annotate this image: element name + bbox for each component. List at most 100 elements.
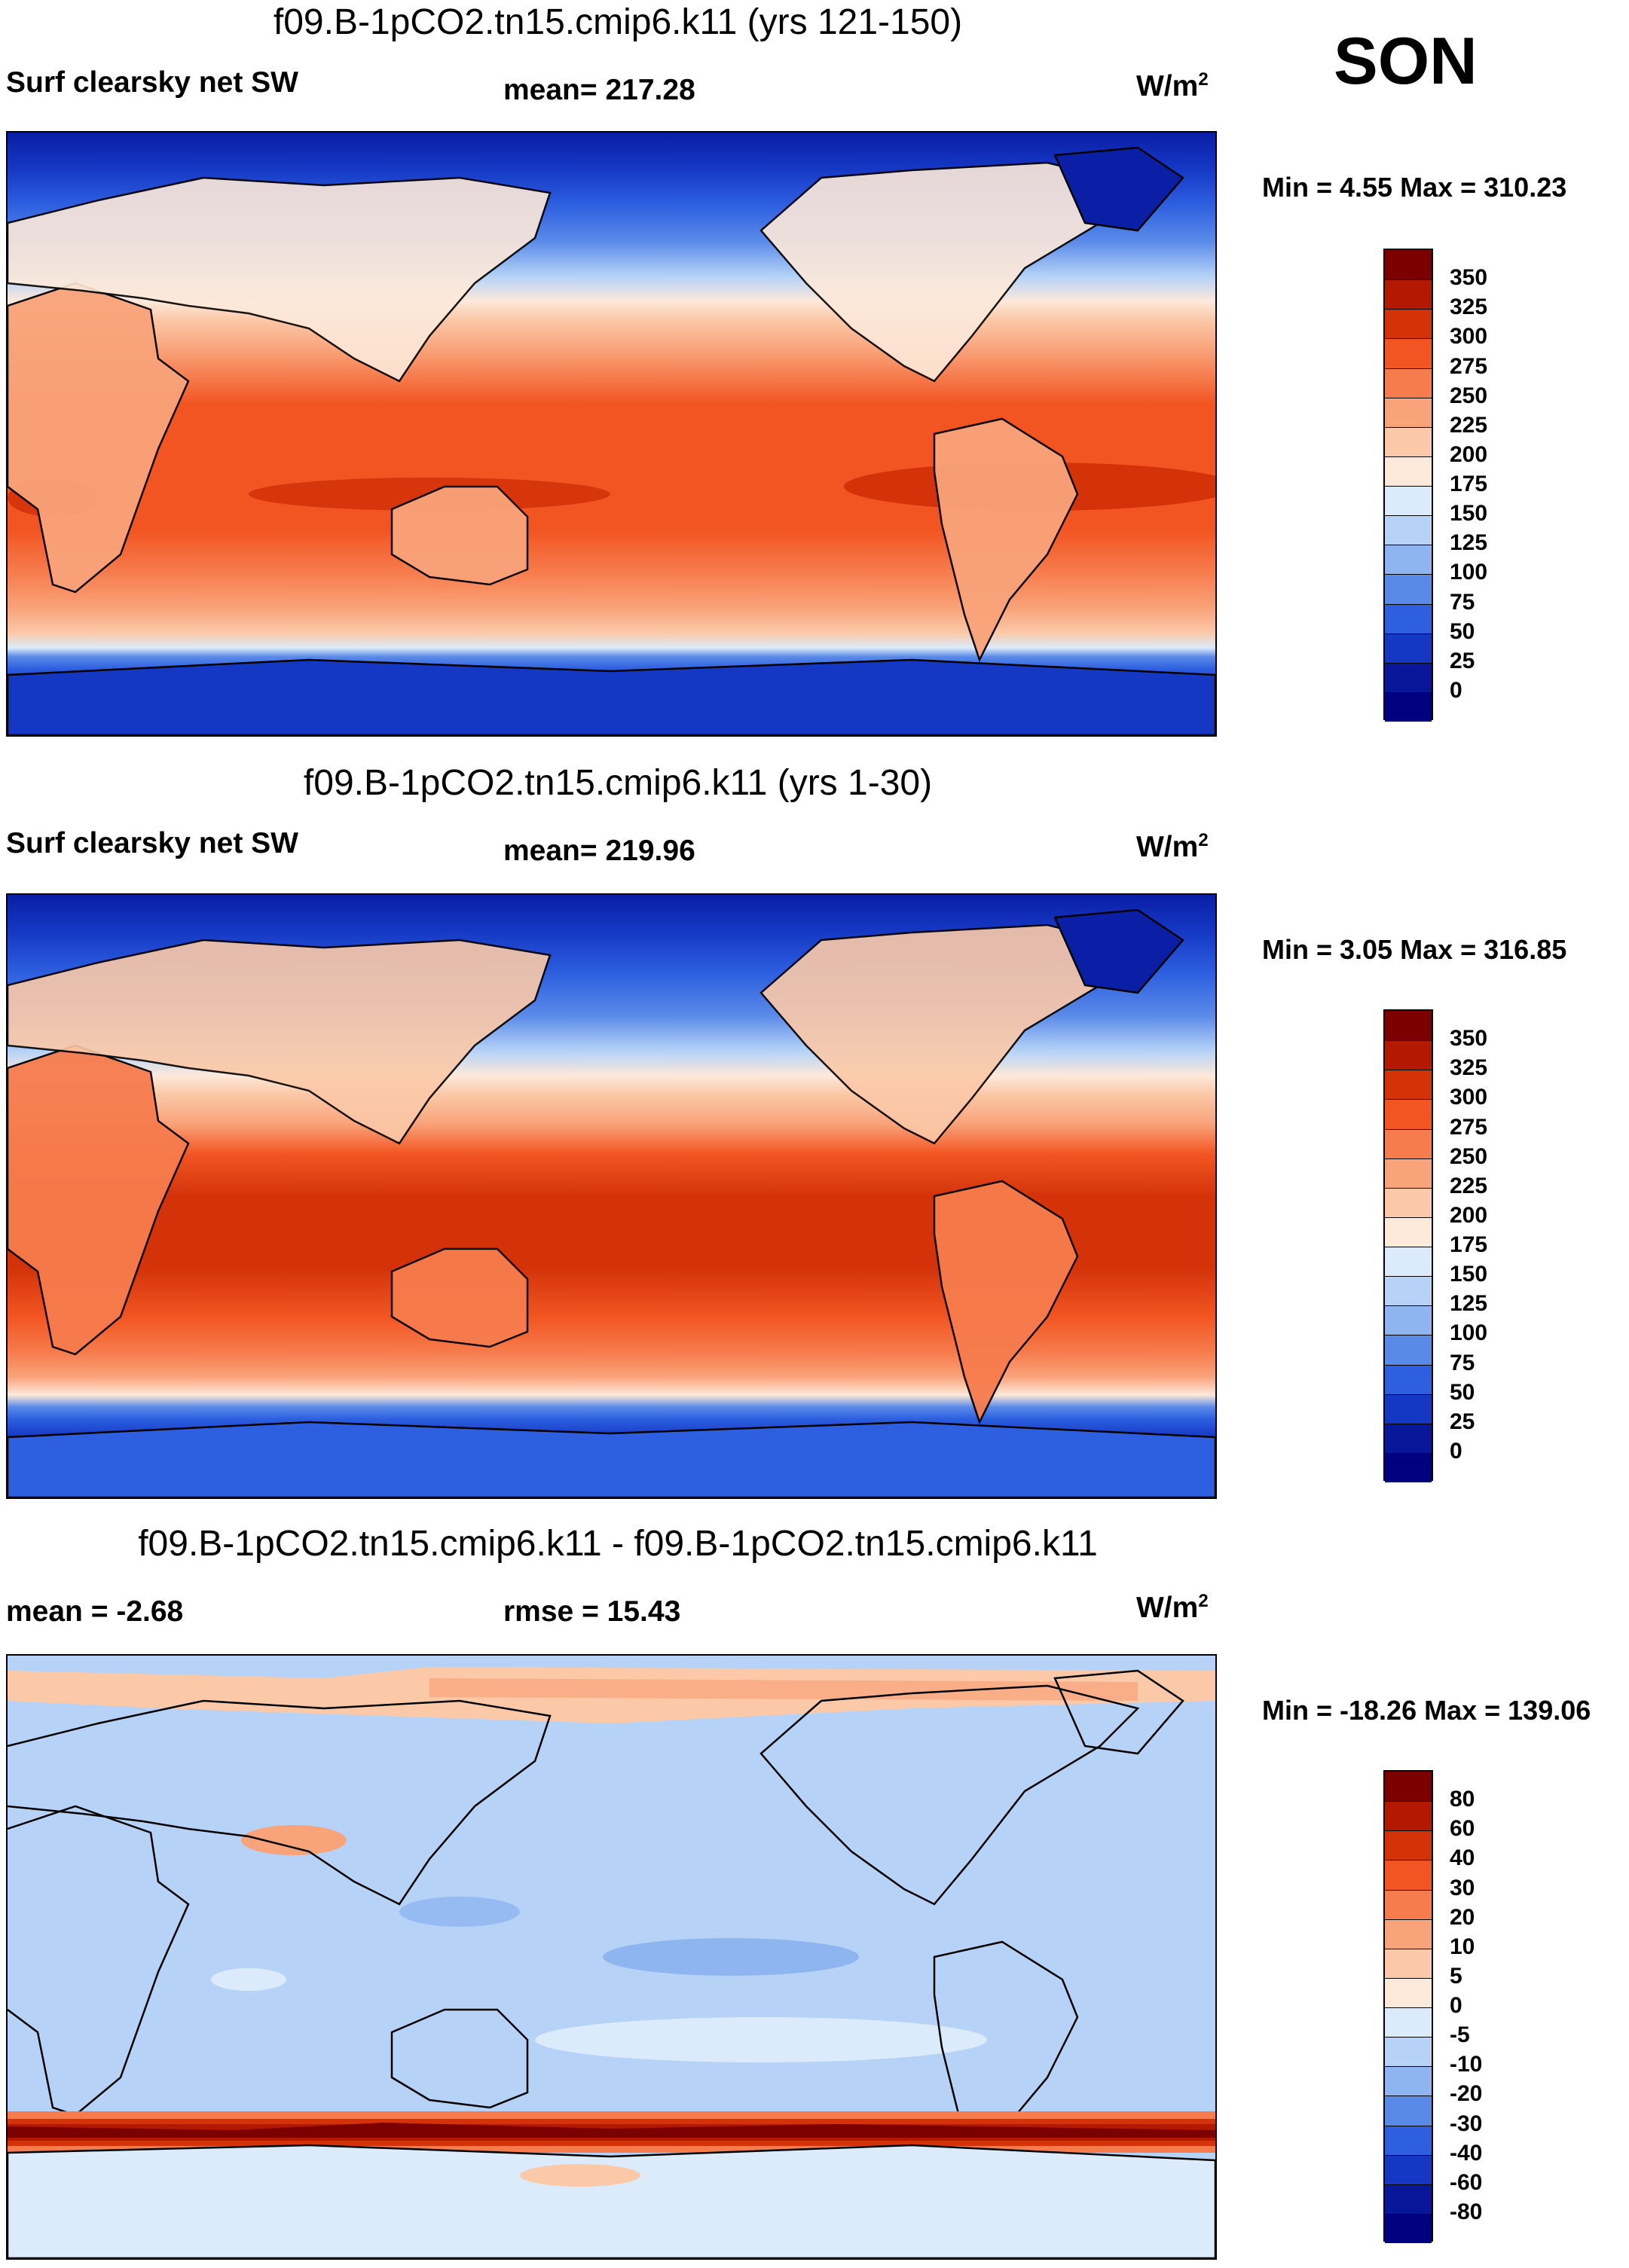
colorbar-box [1385, 515, 1432, 545]
colorbar-tick-label: 250 [1450, 383, 1488, 408]
colorbar-tick-label: 175 [1450, 472, 1488, 496]
colorbar-box [1385, 1977, 1432, 2007]
colorbar-tick-label: 25 [1450, 648, 1475, 673]
panel-1-unit: W/m2 [1136, 69, 1209, 102]
panel-3-mean: mean = -2.68 [6, 1595, 184, 1628]
colorbar-tick-label: 0 [1450, 677, 1462, 703]
colorbar-box [1385, 662, 1432, 692]
panel-2-mean: mean= 219.96 [503, 835, 695, 867]
colorbar-box [1385, 456, 1432, 486]
colorbar-tick-label: 350 [1450, 265, 1488, 291]
colorbar-box [1385, 368, 1432, 398]
colorbar-box [1385, 486, 1432, 516]
colorbar-tick-label: 50 [1450, 618, 1475, 644]
colorbar-tick-label: 300 [1450, 324, 1488, 350]
colorbar-tick-label: 40 [1450, 1845, 1475, 1871]
colorbar-tick-label: 0 [1450, 1438, 1462, 1464]
colorbar-box [1385, 309, 1432, 339]
colorbar-box [1385, 1128, 1432, 1158]
colorbar-box [1385, 1276, 1432, 1306]
colorbar-box [1385, 1423, 1432, 1453]
panel-2-title: f09.B-1pCO2.tn15.cmip6.k11 (yrs 1-30) [303, 763, 933, 803]
panel-3-title: f09.B-1pCO2.tn15.cmip6.k11 - f09.B-1pCO2… [138, 1524, 1098, 1564]
colorbar-box [1385, 1216, 1432, 1247]
colorbar-box [1385, 426, 1432, 456]
colorbar-box [1385, 1187, 1432, 1217]
colorbar-tick-label: 30 [1450, 1875, 1475, 1900]
panel-1-colorbar [1383, 249, 1433, 722]
panel-3-minmax: Min = -18.26 Max = 139.06 [1262, 1695, 1591, 1726]
colorbar-tick-label: 75 [1450, 1350, 1475, 1375]
colorbar-box [1385, 1860, 1432, 1890]
colorbar-tick-label: -10 [1450, 2052, 1483, 2077]
panel-3-unit: W/m2 [1136, 1591, 1209, 1624]
colorbar-tick-label: 225 [1450, 1173, 1488, 1198]
panel-3-colorbar [1383, 1770, 1433, 2243]
colorbar-box [1385, 1801, 1432, 1831]
colorbar-box [1385, 2066, 1432, 2096]
colorbar-tick-label: 200 [1450, 1202, 1488, 1228]
colorbar-box [1385, 633, 1432, 663]
colorbar-box [1385, 338, 1432, 368]
colorbar-box [1385, 1335, 1432, 1365]
colorbar-box [1385, 1889, 1432, 1919]
colorbar-box [1385, 691, 1432, 722]
colorbar-tick-label: 275 [1450, 1114, 1488, 1140]
colorbar-tick-label: 325 [1450, 295, 1488, 320]
panel-2-map [6, 893, 1217, 1499]
colorbar-tick-label: 60 [1450, 1816, 1475, 1842]
colorbar-tick-label: 75 [1450, 589, 1475, 615]
panel-1-mean: mean= 217.28 [503, 74, 695, 106]
colorbar-tick-label: 200 [1450, 441, 1488, 467]
colorbar-box [1385, 1040, 1432, 1070]
season-label: SON [1334, 23, 1478, 98]
colorbar-tick-label: -20 [1450, 2081, 1483, 2107]
panel-2-colorbar [1383, 1009, 1433, 1482]
colorbar-box [1385, 1158, 1432, 1188]
colorbar-tick-label: 150 [1450, 1262, 1488, 1287]
colorbar-box [1385, 1452, 1432, 1482]
colorbar-tick-label: 125 [1450, 530, 1488, 556]
colorbar-box [1385, 574, 1432, 604]
colorbar-tick-label: 275 [1450, 353, 1488, 379]
colorbar-tick-label: 300 [1450, 1085, 1488, 1110]
colorbar-tick-label: -40 [1450, 2140, 1483, 2166]
colorbar-tick-label: -60 [1450, 2169, 1483, 2195]
colorbar-box [1385, 1918, 1432, 1949]
panel-3-map [6, 1654, 1217, 2260]
colorbar-box [1385, 1305, 1432, 1335]
colorbar-tick-label: 20 [1450, 1904, 1475, 1930]
colorbar-box [1385, 2125, 1432, 2155]
colorbar-box [1385, 1393, 1432, 1424]
panel-1-variable: Surf clearsky net SW [6, 66, 298, 99]
colorbar-tick-label: 80 [1450, 1787, 1475, 1812]
colorbar-box [1385, 603, 1432, 633]
colorbar-box [1385, 1772, 1432, 1802]
colorbar-box [1385, 279, 1432, 310]
colorbar-box [1385, 1364, 1432, 1394]
colorbar-tick-label: 0 [1450, 1993, 1462, 2018]
panel-1-map [6, 131, 1217, 737]
colorbar-tick-label: 250 [1450, 1143, 1488, 1169]
colorbar-box [1385, 2154, 1432, 2184]
colorbar-tick-label: 100 [1450, 560, 1488, 585]
colorbar-box [1385, 1011, 1432, 1041]
colorbar-tick-label: 325 [1450, 1055, 1488, 1081]
colorbar-box [1385, 2213, 1432, 2243]
colorbar-box [1385, 1830, 1432, 1860]
colorbar-tick-label: 125 [1450, 1291, 1488, 1317]
colorbar-tick-label: 225 [1450, 412, 1488, 438]
colorbar-tick-label: 350 [1450, 1026, 1488, 1052]
colorbar-tick-label: -80 [1450, 2199, 1483, 2224]
colorbar-box [1385, 2096, 1432, 2126]
colorbar-box [1385, 2007, 1432, 2038]
colorbar-box [1385, 397, 1432, 427]
colorbar-box [1385, 1070, 1432, 1100]
colorbar-tick-label: 25 [1450, 1409, 1475, 1434]
colorbar-box [1385, 545, 1432, 575]
panel-3-rmse: rmse = 15.43 [503, 1595, 681, 1628]
panel-1-minmax: Min = 4.55 Max = 310.23 [1262, 172, 1567, 203]
colorbar-box [1385, 1948, 1432, 1978]
colorbar-tick-label: -30 [1450, 2111, 1483, 2136]
colorbar-tick-label: 5 [1450, 1963, 1462, 1989]
